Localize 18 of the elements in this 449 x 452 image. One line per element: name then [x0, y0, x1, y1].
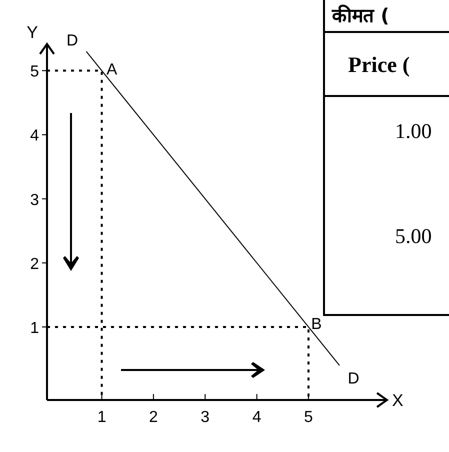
annotation: A	[106, 62, 118, 79]
x-axis-title: X	[392, 391, 404, 410]
x-tick-label: 1	[97, 409, 106, 426]
y-tick-label: 5	[30, 64, 40, 81]
y-axis-title: Y	[26, 23, 38, 42]
y-tick-label: 1	[30, 320, 40, 337]
annotation: Price (	[348, 52, 410, 77]
x-tick-label: 2	[149, 409, 158, 426]
annotation: D	[66, 32, 78, 50]
y-tick-label: 4	[30, 128, 40, 145]
y-tick-label: 3	[30, 192, 40, 209]
x-tick-label: 5	[304, 409, 314, 426]
x-tick-label: 4	[252, 409, 262, 426]
annotation: B	[311, 316, 322, 333]
x-tick-label: 3	[200, 409, 210, 426]
table: कीमत ( Price ( 1.00 5.00	[323, 0, 449, 316]
annotation: D	[348, 370, 360, 388]
y-tick-label: 2	[30, 256, 40, 273]
